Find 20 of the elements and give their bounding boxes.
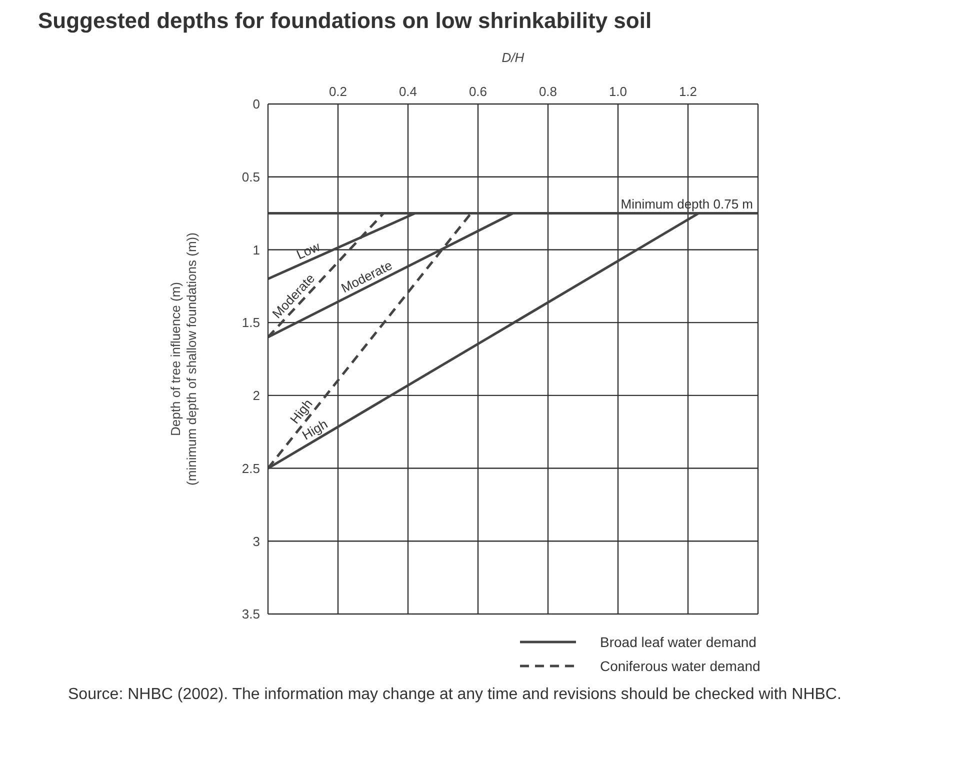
y-tick-label: 1.5 <box>242 315 260 330</box>
x-tick-label: 0.8 <box>538 84 558 99</box>
x-axis-title: D/H <box>502 50 525 65</box>
x-tick-label: 0.2 <box>328 84 348 99</box>
y-tick-label: 1 <box>252 242 260 258</box>
y-axis-title: Depth of tree influence (m) (minimum depth of shallow foundations (m)) <box>168 232 199 486</box>
text: Coniferous water demand <box>600 658 760 674</box>
x-tick-label: 0.4 <box>398 84 418 99</box>
x-tick-label: 0.6 <box>468 84 488 99</box>
chart-title: Suggested depths for foundations on low shrinkability soil <box>38 8 653 34</box>
text: Broad leaf water demand <box>600 634 756 650</box>
y-tick-label: 2.5 <box>242 460 260 476</box>
y-tick-label: 2 <box>252 388 260 404</box>
y-tick-label: 0 <box>252 96 260 112</box>
y-tick-label: 3.5 <box>242 606 260 622</box>
y-tick-label: 3 <box>252 534 260 549</box>
y-tick-label: 0.5 <box>242 169 260 184</box>
source-note: Source: NHBC (2002). The information may change at any time and revisions should be checked with NHBC. <box>68 686 842 704</box>
x-tick-label: 1.2 <box>678 84 698 99</box>
x-tick-label: 1.0 <box>608 84 628 99</box>
